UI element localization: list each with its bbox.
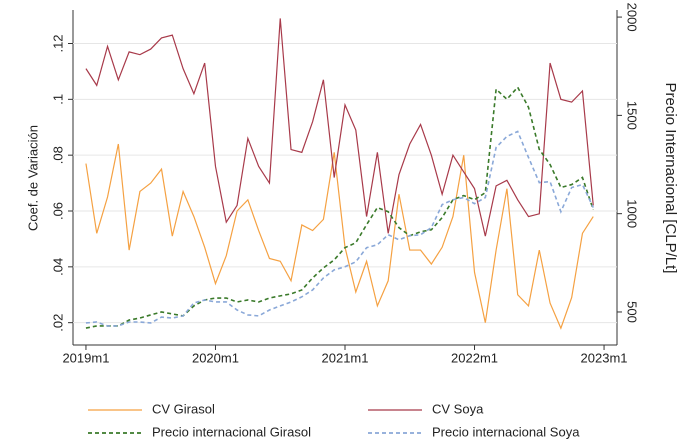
y-axis-label: Coef. de Variación [25,125,40,231]
y-tick-label: .08 [50,146,65,164]
series-line [85,130,594,327]
y2-tick-label: 500 [625,301,640,323]
x-tick-label: 2020m1 [192,350,239,365]
x-tick-label: 2021m1 [322,350,369,365]
y-tick-label: .12 [50,34,65,52]
legend-label: Precio internacional Soya [432,424,580,439]
x-tick-label: 2023m1 [581,350,628,365]
legend-label: CV Girasol [152,401,215,416]
legend-label: CV Soya [432,401,484,416]
y2-tick-label: 1000 [625,199,640,228]
y2-axis-label: Precio Internacional [CLP/Lt] [662,83,679,274]
y2-tick-label: 2000 [625,3,640,32]
y-tick-label: .02 [50,314,65,332]
y2-tick-label: 1500 [625,101,640,130]
y-tick-label: .04 [50,258,65,276]
series-line [85,18,594,237]
series-line [85,85,595,329]
series-line [85,143,594,330]
y-tick-label: .06 [50,202,65,220]
y-tick-label: .1 [50,94,65,105]
x-tick-label: 2022m1 [451,350,498,365]
legend-label: Precio internacional Girasol [152,424,311,439]
x-tick-label: 2019m1 [62,350,109,365]
